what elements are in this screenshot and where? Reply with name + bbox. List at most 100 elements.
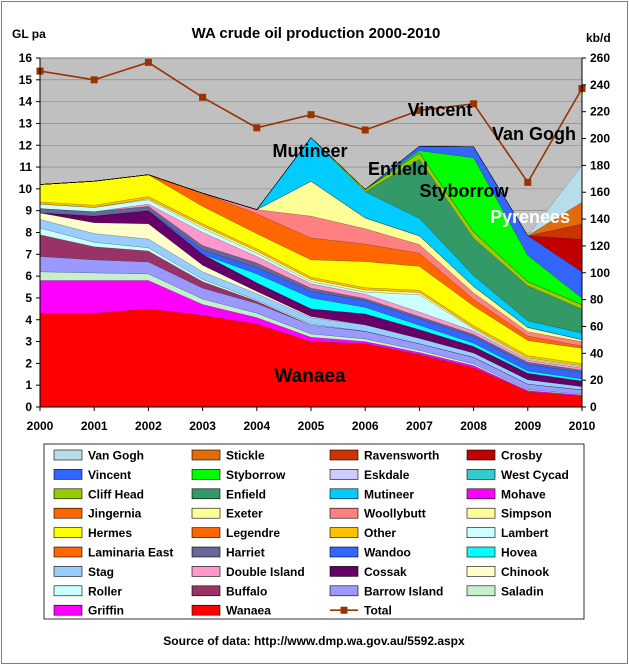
legend-item: Ravensworth [329, 449, 439, 463]
x-tick-label: 2002 [135, 419, 162, 433]
legend-item: Enfield [191, 487, 266, 501]
legend-label: Mutineer [364, 487, 414, 501]
legend-swatch [53, 488, 83, 500]
legend-item: Double Island [191, 565, 305, 579]
legend-swatch [53, 585, 83, 597]
legend-item: Stag [53, 565, 114, 579]
total-marker [307, 111, 315, 119]
legend-item: Exeter [191, 507, 263, 521]
y-tick-label: 3 [25, 335, 32, 349]
legend-swatch [329, 488, 359, 500]
legend-label: Griffin [88, 604, 124, 618]
legend-swatch [466, 566, 496, 577]
legend-label: Jingernia [88, 507, 142, 521]
legend-swatch [191, 604, 221, 616]
x-tick-label: 2006 [352, 419, 379, 433]
legend-swatch [191, 507, 221, 519]
x-tick-label: 2001 [81, 419, 108, 433]
y2-tick-label: 180 [590, 158, 610, 172]
y-tick-label: 12 [19, 138, 33, 152]
legend-label: Lambert [501, 526, 548, 540]
legend-swatch [329, 585, 359, 597]
legend-swatch [191, 469, 221, 480]
legend-label: Eskdale [364, 468, 410, 482]
legend-item: Stickle [191, 449, 265, 463]
legend-item: Cossak [329, 565, 407, 579]
legend-swatch [466, 585, 496, 597]
legend-item: Wanaea [191, 604, 271, 618]
x-tick-label: 2003 [189, 419, 216, 433]
legend-swatch [53, 507, 83, 519]
legend-swatch [329, 469, 359, 480]
y-tick-label: 13 [19, 116, 33, 130]
legend-item: Other [329, 526, 396, 540]
y2-tick-label: 240 [590, 78, 610, 92]
legend-item: Cliff Head [53, 487, 144, 501]
legend-label: Other [364, 526, 396, 540]
legend-swatch [53, 469, 83, 480]
legend-item: Mohave [466, 487, 546, 501]
annotation-mutineer: Mutineer [272, 141, 347, 161]
total-marker [524, 178, 532, 186]
y2-tick-label: 60 [590, 319, 604, 333]
y-tick-label: 7 [25, 247, 32, 261]
x-axis: 2000 2001 2002 2003 2004 2005 2006 2007 2008 2009… [27, 407, 596, 433]
legend-label: Total [364, 604, 392, 618]
legend-label: Roller [88, 584, 122, 598]
legend-label: Stag [88, 565, 114, 579]
legend-item: Lambert [466, 526, 548, 540]
legend-marker [340, 606, 348, 614]
legend-label: Exeter [226, 507, 263, 521]
legend-item: Mutineer [329, 487, 414, 501]
legend-swatch [466, 488, 496, 500]
x-tick-label: 2007 [406, 419, 433, 433]
legend-item: Crosby [466, 449, 543, 463]
legend-item: Barrow Island [329, 584, 443, 598]
y2-tick-label: 140 [590, 212, 610, 226]
legend-swatch [329, 527, 359, 538]
y-tick-label: 4 [25, 313, 32, 327]
total-marker [253, 124, 261, 132]
legend-swatch [466, 507, 496, 519]
legend-item: Jingernia [53, 507, 142, 521]
legend-label: Cossak [364, 565, 407, 579]
legend-swatch [53, 604, 83, 616]
y-tick-label: 2 [25, 356, 32, 370]
plot-area [36, 57, 586, 408]
legend-label: Barrow Island [364, 584, 443, 598]
legend-item: Vincent [53, 468, 131, 482]
legend-item: Wandoo [329, 546, 411, 560]
y-tick-label: 8 [25, 226, 32, 240]
legend-label: Buffalo [226, 584, 267, 598]
legend-swatch [191, 488, 221, 500]
y2-tick-label: 0 [590, 400, 597, 414]
legend-label: Enfield [226, 487, 266, 501]
y-tick-label: 11 [19, 160, 32, 174]
source-note: Source of data: http://www.dmp.wa.gov.au… [163, 634, 465, 648]
legend-swatch [191, 449, 221, 461]
y2-tick-label: 220 [590, 105, 610, 119]
legend-item: Total [330, 604, 392, 618]
legend-label: Wanaea [226, 604, 271, 618]
y2-tick-label: 120 [590, 239, 610, 253]
y-tick-label: 10 [19, 182, 33, 196]
legend-item: Simpson [466, 507, 552, 521]
y-tick-label: 1 [25, 378, 32, 392]
legend-label: Mohave [501, 487, 546, 501]
y-tick-label: 16 [19, 51, 33, 65]
legend-item: Buffalo [191, 584, 267, 598]
chart-title: WA crude oil production 2000-2010 [192, 25, 441, 42]
total-marker [470, 100, 478, 108]
legend: Van Gogh Stickle Ravensworth Crosby Vincent S… [43, 443, 585, 620]
legend-label: Woollybutt [364, 507, 426, 521]
x-tick-label: 2005 [298, 419, 325, 433]
legend-item: Hovea [466, 546, 537, 560]
legend-label: Saladin [501, 584, 544, 598]
y2-tick-label: 40 [590, 346, 604, 360]
legend-swatch [466, 546, 496, 558]
legend-item: Woollybutt [329, 507, 426, 521]
y2-axis: 0 20 40 60 80 100 120 140 160 180 200 220 240 260 [582, 51, 610, 414]
annotation-vincent: Vincent [408, 100, 473, 120]
legend-swatch [329, 449, 359, 461]
